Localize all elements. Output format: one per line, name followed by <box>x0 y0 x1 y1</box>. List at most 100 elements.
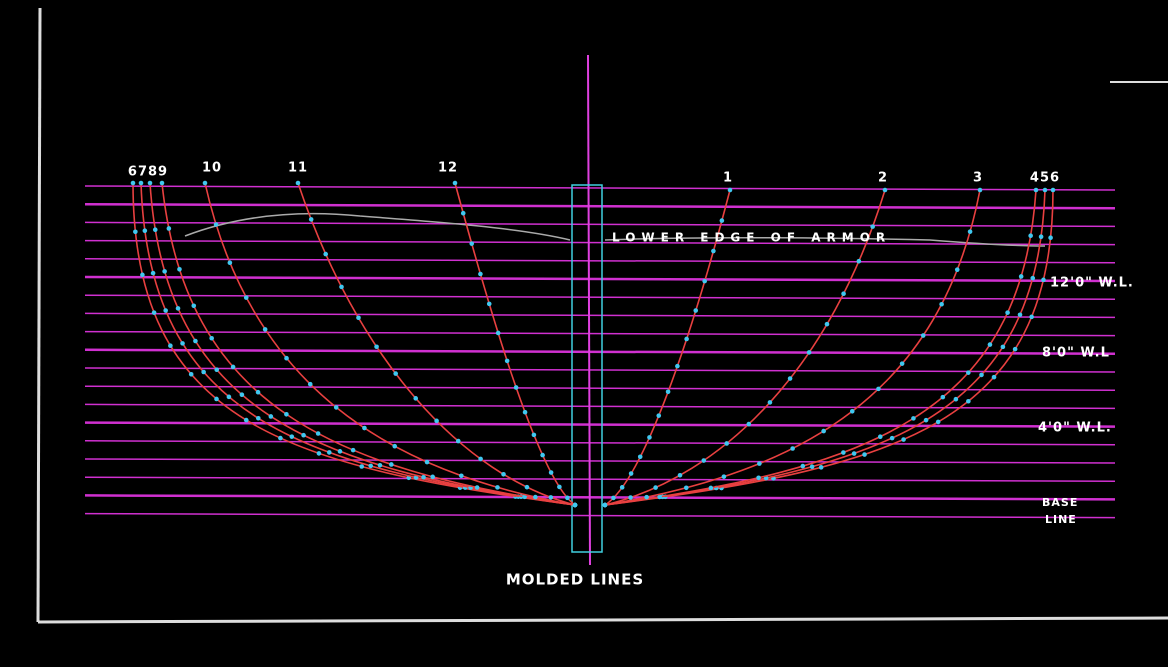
offset-point <box>296 181 301 186</box>
offset-point <box>143 228 148 233</box>
caption: MOLDED LINES <box>506 571 644 589</box>
offset-point <box>214 397 219 402</box>
offset-point <box>308 382 313 387</box>
offset-point <box>852 451 857 456</box>
offset-point <box>389 462 394 467</box>
offset-point <box>378 463 383 468</box>
offset-point <box>941 395 946 400</box>
offset-point <box>870 224 875 229</box>
offset-point <box>487 302 492 307</box>
offset-point <box>201 370 206 375</box>
offset-point <box>461 211 466 216</box>
offset-point <box>301 433 306 438</box>
offset-point <box>148 181 153 186</box>
offset-point <box>900 361 905 366</box>
offset-point <box>992 375 997 380</box>
offset-point <box>1018 312 1023 317</box>
offset-point <box>573 503 578 508</box>
offset-point <box>244 418 249 423</box>
offset-point <box>1001 345 1006 350</box>
offset-point <box>746 422 751 427</box>
offset-point <box>263 327 268 332</box>
offset-point <box>153 227 158 232</box>
offset-point <box>653 485 658 490</box>
offset-point <box>244 295 249 300</box>
offset-point <box>684 485 689 490</box>
offset-point <box>1029 315 1034 320</box>
offset-point <box>968 229 973 234</box>
offset-point <box>540 453 545 458</box>
offset-point <box>1051 188 1056 193</box>
offset-point <box>1043 188 1048 193</box>
offset-point <box>857 259 862 264</box>
offset-point <box>338 449 343 454</box>
offset-point <box>191 304 196 309</box>
offset-point <box>901 437 906 442</box>
offset-point <box>525 485 530 490</box>
offset-point <box>788 376 793 381</box>
offset-point <box>284 356 289 361</box>
offset-point <box>955 267 960 272</box>
offset-point <box>339 285 344 290</box>
offset-point <box>924 418 929 423</box>
offset-point <box>139 181 144 186</box>
offset-point <box>1028 233 1033 238</box>
offset-point <box>711 249 716 254</box>
offset-point <box>701 458 706 463</box>
station-label: 3 <box>973 171 983 186</box>
offset-point <box>430 475 435 480</box>
waterline-label: 8'0" W.L <box>1042 346 1110 361</box>
offset-point <box>638 455 643 460</box>
offset-point <box>647 435 652 440</box>
offset-point <box>728 188 733 193</box>
offset-point <box>841 450 846 455</box>
station-label: 456 <box>1030 171 1060 186</box>
armor-label: LOWER EDGE OF ARMOR <box>612 231 891 245</box>
offset-point <box>1019 274 1024 279</box>
page: {"stations_left": ["6789", "10", "11", "… <box>0 0 1168 667</box>
offset-point <box>316 431 321 436</box>
offset-point <box>1030 276 1035 281</box>
offset-point <box>678 473 683 478</box>
offset-point <box>289 434 294 439</box>
station-label: 12 <box>438 161 458 176</box>
offset-point <box>214 367 219 372</box>
offset-point <box>434 419 439 424</box>
offset-point <box>334 405 339 410</box>
offset-point <box>228 260 233 265</box>
offset-point <box>284 412 289 417</box>
offset-point <box>351 448 356 453</box>
offset-point <box>911 416 916 421</box>
offset-point <box>603 503 608 508</box>
offset-point <box>478 272 483 277</box>
offset-point <box>168 343 173 348</box>
offset-point <box>790 446 795 451</box>
waterline-label: 4'0" W.L. <box>1038 421 1112 436</box>
station-label: 6789 <box>128 165 168 180</box>
offset-point <box>883 188 888 193</box>
offset-point <box>160 181 165 186</box>
offset-point <box>966 370 971 375</box>
waterline-label: 12'0" W.L. <box>1050 276 1134 291</box>
offset-point <box>532 433 537 438</box>
offset-point <box>317 451 322 456</box>
offset-point <box>921 333 926 338</box>
offset-point <box>979 373 984 378</box>
offset-point <box>496 331 501 336</box>
offset-point <box>240 392 245 397</box>
offset-point <box>936 420 941 425</box>
offset-point <box>841 291 846 296</box>
offset-point <box>176 306 181 311</box>
offset-point <box>203 181 208 186</box>
offset-point <box>140 273 145 278</box>
offset-point <box>131 181 136 186</box>
offset-point <box>876 387 881 392</box>
offset-point <box>629 471 634 476</box>
offset-point <box>214 222 219 227</box>
offset-point <box>878 434 883 439</box>
offset-point <box>501 472 506 477</box>
offset-point <box>611 496 616 501</box>
offset-point <box>862 452 867 457</box>
offset-point <box>620 485 625 490</box>
offset-point <box>413 396 418 401</box>
